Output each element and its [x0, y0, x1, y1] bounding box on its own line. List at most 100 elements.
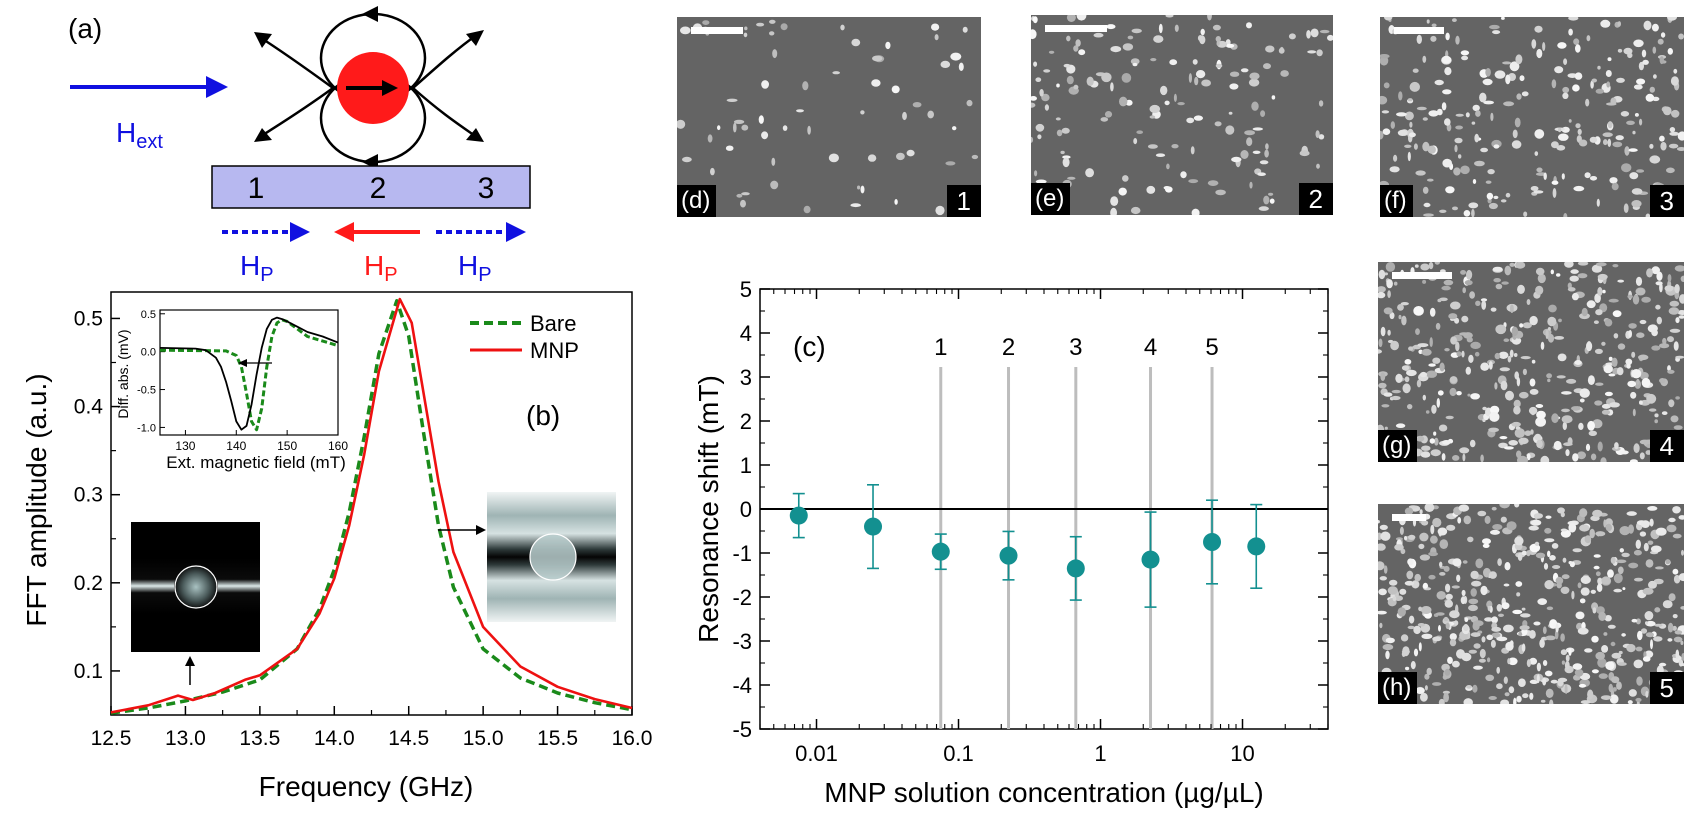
sem-particle	[1426, 370, 1438, 378]
sem-particle	[940, 60, 951, 68]
sem-particle	[1263, 195, 1270, 205]
sem-particle	[1474, 160, 1485, 167]
sem-particle	[1607, 569, 1614, 578]
sem-particle	[1484, 617, 1494, 622]
sem-particle	[927, 110, 934, 119]
sem-particle	[1636, 78, 1646, 85]
sem-particle	[1401, 365, 1410, 371]
sem-particle	[1463, 210, 1471, 217]
sem-particle	[1444, 600, 1453, 608]
sem-particle	[1429, 438, 1435, 444]
sem-particle	[1530, 429, 1534, 435]
sem-particle	[1404, 111, 1414, 121]
sem-particle	[1299, 150, 1310, 157]
sem-particle	[1446, 524, 1456, 531]
sem-particle	[1407, 404, 1413, 410]
sem-particle	[1531, 359, 1536, 364]
waveguide-strip	[211, 165, 531, 209]
sem-particle	[1562, 92, 1569, 100]
sem-particle	[1560, 633, 1565, 642]
sem-label-number: 1	[946, 185, 981, 217]
sem-particle	[1499, 436, 1508, 440]
sem-particle	[1483, 567, 1491, 578]
sem-particle	[1529, 679, 1539, 684]
sem-label-letter: (e)	[1031, 183, 1071, 215]
sem-particle	[1448, 313, 1458, 320]
sem-particle	[1408, 615, 1415, 624]
sem-particle	[1439, 362, 1445, 372]
sem-particle	[1589, 528, 1595, 539]
sem-particle	[1488, 202, 1498, 210]
sem-particle	[1558, 133, 1569, 141]
sem-particle	[1672, 568, 1679, 575]
sem-particle	[1522, 693, 1529, 699]
sem-particle	[1391, 389, 1401, 394]
scale-bar	[691, 27, 743, 34]
sem-particle	[1597, 65, 1601, 70]
sem-particle	[1601, 409, 1611, 415]
y-tick-label: 3	[740, 365, 752, 390]
sem-particle	[1383, 392, 1393, 397]
sem-particle	[1523, 211, 1528, 217]
sem-particle	[1513, 405, 1521, 415]
sem-particle	[1380, 55, 1389, 66]
sem-particle	[1643, 542, 1649, 552]
sem-particle	[1465, 112, 1470, 118]
sem-particle	[1662, 337, 1667, 345]
sem-particle	[1601, 576, 1611, 585]
data-point-5	[1066, 559, 1085, 578]
sem-particle	[1434, 437, 1439, 446]
sem-particle	[1603, 632, 1608, 636]
sem-background	[1378, 262, 1684, 462]
sem-particle	[1673, 574, 1681, 584]
sem-particle	[733, 122, 737, 133]
sem-particle	[1536, 662, 1541, 672]
sem-particle	[1468, 354, 1474, 363]
sem-particle	[1252, 150, 1261, 154]
sem-particle	[1558, 318, 1562, 323]
sem-particle	[1252, 127, 1263, 131]
y-tick-label: 1	[740, 453, 752, 478]
sem-particle	[1621, 552, 1630, 558]
sem-particle	[1667, 638, 1673, 642]
sem-particle	[1464, 617, 1469, 622]
sem-particle	[1498, 351, 1509, 359]
sem-particle	[1110, 46, 1122, 53]
sem-particle	[1575, 44, 1581, 53]
sem-particle	[1457, 517, 1462, 524]
sem-particle	[1549, 699, 1554, 704]
sem-particle	[1506, 521, 1517, 531]
sem-particle	[1607, 121, 1613, 129]
sem-particle	[1675, 396, 1680, 400]
sem-particle	[1469, 291, 1475, 299]
sem-particle	[1649, 408, 1657, 412]
sem-particle	[1563, 58, 1568, 65]
sem-particle	[1453, 167, 1461, 176]
sem-particle	[1487, 605, 1491, 611]
sem-particle	[1378, 543, 1386, 551]
y-tick-label: 0	[740, 497, 752, 522]
sem-particle	[1577, 262, 1589, 266]
sem-particle	[1672, 533, 1682, 539]
sem-particle	[1413, 306, 1424, 316]
sem-particle	[1659, 343, 1670, 349]
sem-particle	[1100, 117, 1109, 122]
sem-particle	[1510, 304, 1514, 313]
sem-particle	[1164, 100, 1170, 106]
sem-particle	[1149, 115, 1156, 119]
inset-shift-arrowhead	[238, 359, 247, 367]
sem-particle	[1565, 654, 1570, 662]
sem-particle	[1402, 383, 1411, 394]
sem-particle	[1428, 551, 1438, 557]
sem-particle	[1310, 28, 1319, 38]
sem-particle	[1456, 391, 1462, 396]
sem-particle	[1423, 582, 1428, 589]
sem-particle	[1672, 506, 1681, 514]
sem-particle	[1444, 118, 1451, 126]
sem-particle	[1668, 399, 1675, 408]
sem-particle	[1494, 352, 1501, 360]
sem-particle	[1581, 307, 1588, 317]
sem-particle	[1390, 340, 1399, 351]
sem-particle	[1487, 169, 1495, 175]
sem-particle	[1518, 631, 1523, 637]
